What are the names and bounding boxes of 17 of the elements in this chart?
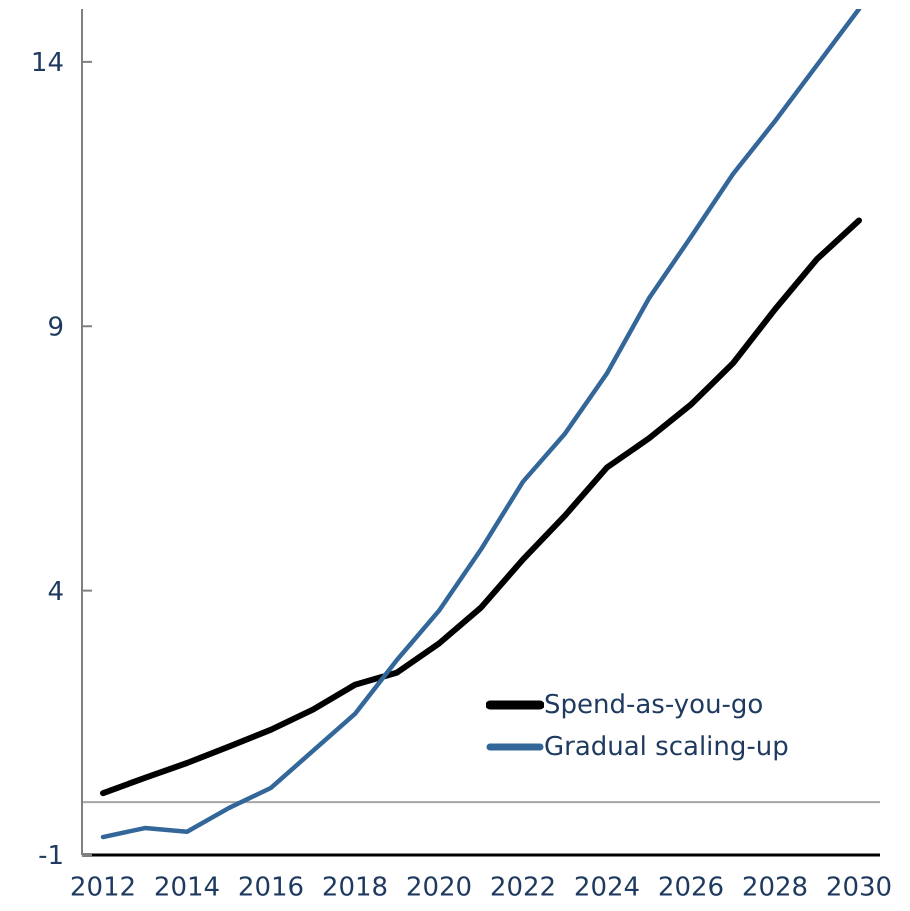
x-tick-label: 2024	[574, 872, 640, 902]
x-tick-label: 2020	[406, 872, 472, 902]
legend-label: Spend-as-you-go	[544, 690, 764, 720]
x-tick-label: 2012	[70, 872, 136, 902]
x-tick-label: 2014	[154, 872, 220, 902]
y-tick-label: 14	[30, 48, 64, 78]
y-tick-label: 4	[47, 576, 64, 607]
x-tick-label: 2028	[742, 872, 808, 902]
x-tick-label: 2026	[658, 872, 724, 902]
x-tick-label: 2016	[238, 872, 304, 902]
y-tick-label: -1	[38, 841, 64, 872]
line-series	[100, 9, 862, 840]
x-tick-label: 2018	[322, 872, 388, 902]
legend-label: Gradual scaling-up	[544, 732, 789, 762]
x-tick-label: 2022	[490, 872, 556, 902]
y-tick-label: 9	[47, 312, 64, 342]
x-tick-label: 2030	[826, 872, 892, 902]
